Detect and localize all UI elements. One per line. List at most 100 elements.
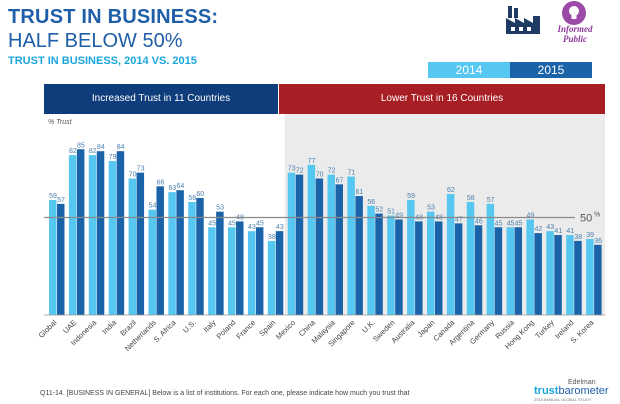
bar-2014-24: [526, 219, 534, 315]
footnote: Q11-14. [BUSINESS IN GENERAL] Below is a…: [40, 390, 410, 397]
bar-2014-21: [466, 201, 475, 315]
data-label-2015-16: 52: [375, 207, 383, 214]
bar-2014-18: [407, 199, 415, 315]
bar-2015-15: [355, 196, 363, 315]
bar-2015-19: [434, 221, 443, 315]
data-label-2015-22: 45: [495, 220, 503, 227]
chart-subtitle: TRUST IN BUSINESS, 2014 VS. 2015: [8, 55, 197, 67]
data-label-2014-10: 43: [248, 224, 256, 231]
data-label-2015-24: 42: [535, 226, 543, 233]
bar-2015-6: [176, 190, 184, 315]
data-label-2015-10: 45: [256, 220, 264, 227]
bar-2015-9: [236, 221, 244, 315]
bar-2015-24: [534, 233, 542, 315]
data-label-2014-15: 71: [347, 170, 355, 177]
data-label-2014-24: 49: [527, 212, 535, 219]
bar-2015-10: [255, 227, 264, 315]
bar-2014-3: [108, 160, 117, 315]
data-label-2014-0: 59: [49, 193, 57, 200]
bar-2015-13: [315, 178, 324, 315]
bar-2014-23: [506, 227, 515, 315]
bar-2015-2: [96, 151, 105, 315]
logo-barometer: barometer: [558, 385, 609, 397]
data-label-2014-23: 45: [507, 220, 515, 227]
data-label-2014-7: 58: [188, 195, 196, 202]
category-label-3: India: [100, 317, 118, 335]
data-label-2015-23: 45: [515, 220, 523, 227]
trustbarometer-logo: trustbarometer: [534, 385, 609, 397]
bar-2014-14: [327, 174, 335, 315]
category-label-10: France: [234, 318, 257, 341]
data-label-2014-16: 56: [367, 199, 375, 206]
data-label-2014-21: 58: [467, 195, 475, 202]
logo-trust: trust: [534, 385, 559, 397]
data-label-2014-13: 77: [308, 158, 316, 165]
data-label-2015-1: 85: [77, 142, 85, 149]
data-label-2014-3: 79: [109, 154, 117, 161]
page-title-line2: HALF BELOW 50%: [8, 30, 183, 52]
bar-2015-5: [156, 186, 164, 315]
bar-2014-17: [387, 215, 395, 315]
bar-2014-22: [486, 203, 495, 315]
bar-2014-12: [287, 172, 296, 315]
category-label-12: Mexico: [274, 318, 297, 341]
data-label-2015-26: 38: [574, 234, 582, 241]
data-label-2015-27: 36: [594, 238, 602, 245]
data-label-2015-21: 46: [475, 218, 483, 225]
bar-2014-10: [247, 231, 256, 315]
increased-trust-band: Increased Trust in 11 Countries: [44, 84, 278, 114]
study-label: 2015 ANNUAL GLOBAL STUDY: [534, 397, 592, 402]
data-label-2014-17: 51: [387, 209, 395, 216]
legend-2015: 2015: [510, 62, 592, 78]
bar-2015-4: [136, 172, 145, 315]
bar-2015-18: [415, 221, 423, 315]
lightbulb-icon: [562, 1, 586, 25]
category-label-25: Turkey: [533, 318, 556, 341]
data-label-2014-11: 38: [268, 234, 276, 241]
data-label-2014-20: 62: [447, 187, 455, 194]
bar-2015-1: [76, 149, 85, 315]
bar-2014-8: [208, 227, 216, 315]
data-label-2015-11: 43: [276, 224, 284, 231]
bar-2015-20: [454, 223, 463, 315]
data-label-2015-8: 53: [216, 205, 224, 212]
bar-2014-6: [168, 192, 176, 315]
data-label-2015-3: 84: [117, 144, 125, 151]
bar-2015-12: [295, 174, 304, 315]
data-label-2015-7: 60: [196, 191, 204, 198]
bar-2014-15: [347, 176, 355, 315]
bar-2015-7: [196, 198, 204, 315]
page-title: TRUST IN BUSINESS:: [8, 6, 219, 28]
category-label-16: U.K.: [360, 318, 377, 335]
bar-2014-4: [128, 178, 137, 315]
data-label-2014-12: 73: [288, 166, 296, 173]
factory-icon: [506, 6, 540, 34]
legend-2014: 2014: [428, 62, 510, 78]
bar-2015-22: [494, 227, 503, 315]
y-axis-label: % Trust: [48, 119, 73, 126]
bar-2015-0: [57, 203, 65, 315]
bar-2015-23: [514, 227, 523, 315]
category-label-6: S. Africa: [152, 317, 179, 344]
bar-2014-26: [566, 235, 574, 315]
category-label-9: Poland: [215, 318, 238, 341]
data-label-2014-19: 53: [427, 205, 435, 212]
bar-2014-27: [586, 238, 594, 315]
bar-2015-26: [574, 240, 582, 315]
data-label-2014-22: 57: [487, 197, 495, 204]
informed-public-badge: Informed Public: [557, 24, 593, 44]
data-label-2015-2: 84: [97, 144, 105, 151]
category-label-7: U.S.: [181, 318, 198, 335]
bar-2014-25: [546, 231, 554, 315]
data-label-2014-9: 45: [228, 220, 236, 227]
data-label-2015-0: 57: [57, 197, 65, 204]
data-label-2014-5: 54: [149, 203, 157, 210]
lower-trust-band: Lower Trust in 16 Countries: [279, 84, 605, 114]
data-label-2015-13: 70: [316, 172, 324, 179]
category-label-1: UAE: [61, 318, 78, 335]
category-label-0: Global: [37, 318, 59, 340]
data-label-2014-26: 41: [566, 228, 574, 235]
bar-2014-5: [148, 209, 156, 315]
data-label-2015-25: 41: [554, 228, 562, 235]
